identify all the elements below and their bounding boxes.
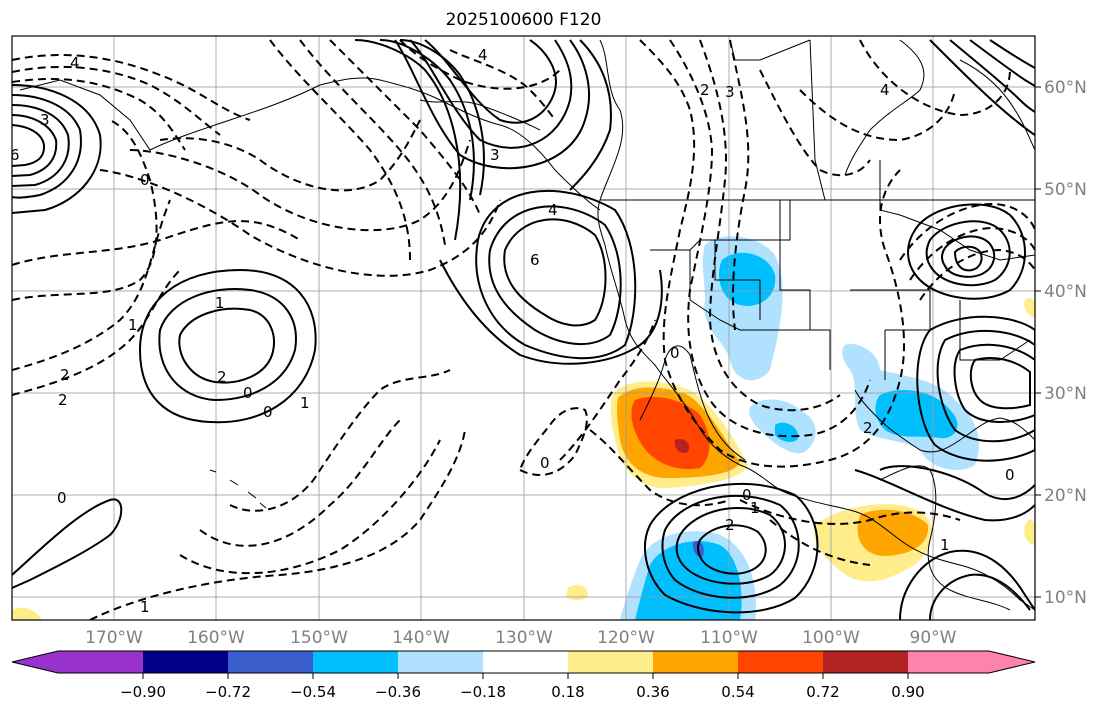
dashed-contours — [12, 39, 1035, 620]
lat-label: 40°N — [1044, 282, 1087, 302]
lon-label: 90°W — [910, 628, 957, 648]
lat-label: 20°N — [1044, 486, 1087, 506]
colorbar-tick-label: −0.72 — [205, 683, 251, 701]
lat-label: 10°N — [1044, 588, 1087, 608]
colorbar-segment — [738, 651, 823, 673]
contour-label: 2 — [217, 368, 227, 386]
negative-anomaly-west-us-core — [719, 252, 776, 306]
contour-label: 0 — [670, 344, 680, 362]
lat-label: 60°N — [1044, 78, 1087, 98]
colorbar-tick-label: −0.36 — [375, 683, 421, 701]
contour-label: 0 — [540, 454, 550, 472]
colorbar-tick-label: −0.90 — [120, 683, 166, 701]
colorbar-segment — [568, 651, 653, 673]
colorbar-tick-label: −0.54 — [290, 683, 336, 701]
colorbar-segment — [228, 651, 313, 673]
solid-contours — [12, 39, 1035, 620]
lon-label: 160°W — [187, 628, 245, 648]
lon-label: 120°W — [597, 628, 655, 648]
lat-label: 50°N — [1044, 180, 1087, 200]
contour-label: 0 — [742, 486, 752, 504]
colorbar-extend-low — [12, 651, 143, 673]
contour-label: 4 — [548, 201, 558, 219]
lat-labels: 60°N 50°N 40°N 30°N 20°N 10°N — [1044, 78, 1087, 608]
contour-label: 0 — [263, 403, 273, 421]
contour-label: 6 — [530, 251, 540, 269]
plot-frame — [11, 35, 1036, 621]
lon-label: 140°W — [392, 628, 450, 648]
colorbar-segment — [398, 651, 483, 673]
colorbar-segment — [483, 651, 568, 673]
lat-label: 30°N — [1044, 384, 1087, 404]
contour-label: 6 — [10, 146, 20, 164]
contour-label: 1 — [128, 316, 138, 334]
contour-label: 1 — [215, 294, 225, 312]
contour-label: 1 — [750, 499, 760, 517]
colorbar-segment — [823, 651, 908, 673]
colorbar-segment — [313, 651, 398, 673]
contour-label: 3 — [490, 146, 500, 164]
colorbar-tick-label: 0.36 — [636, 683, 669, 701]
colorbar-tick-label: 0.54 — [721, 683, 754, 701]
contour-label: 4 — [880, 81, 890, 99]
contour-label: 2 — [60, 366, 70, 384]
lon-label: 170°W — [85, 628, 143, 648]
colorbar-tick-label: −0.18 — [460, 683, 506, 701]
contour-label: 3 — [40, 111, 50, 129]
colorbar: −0.90 −0.72 −0.54 −0.36 −0.18 0.18 0.36 … — [11, 650, 1036, 701]
contour-label: 4 — [70, 54, 80, 72]
chart-title: 2025100600 F120 — [445, 10, 602, 30]
colorbar-segment — [143, 651, 228, 673]
shaded-anomalies — [12, 236, 1035, 620]
lon-label: 130°W — [495, 628, 553, 648]
contour-label: 3 — [725, 83, 735, 101]
contour-label: 1 — [940, 536, 950, 554]
contour-label: 1 — [300, 394, 310, 412]
gridlines — [12, 36, 1035, 620]
contour-label: 0 — [243, 384, 253, 402]
contour-labels: 1 2 6 3 6 4 4 2 1 1 0 0 4 2 1 0 1 2 2 0 … — [10, 46, 1015, 616]
colorbar-extend-high — [908, 651, 1035, 673]
colorbar-segment — [653, 651, 738, 673]
contour-label: 4 — [478, 46, 488, 64]
contour-label: 0 — [1005, 466, 1015, 484]
contour-label: 1 — [140, 598, 150, 616]
contour-label: 2 — [863, 419, 873, 437]
contour-label: 2 — [700, 81, 710, 99]
colorbar-tick-label: 0.72 — [806, 683, 839, 701]
colorbar-tick-label: 0.90 — [891, 683, 924, 701]
contour-label: 0 — [140, 171, 150, 189]
colorbar-tick-label: 0.18 — [551, 683, 584, 701]
lon-labels: 170°W 160°W 150°W 140°W 130°W 120°W 110°… — [85, 628, 957, 648]
lon-label: 110°W — [700, 628, 758, 648]
contour-label: 2 — [58, 391, 68, 409]
contour-label: 0 — [57, 489, 67, 507]
lon-label: 100°W — [802, 628, 860, 648]
lon-label: 150°W — [290, 628, 348, 648]
lat-ticks — [1035, 86, 1041, 598]
contour-label: 2 — [725, 516, 735, 534]
